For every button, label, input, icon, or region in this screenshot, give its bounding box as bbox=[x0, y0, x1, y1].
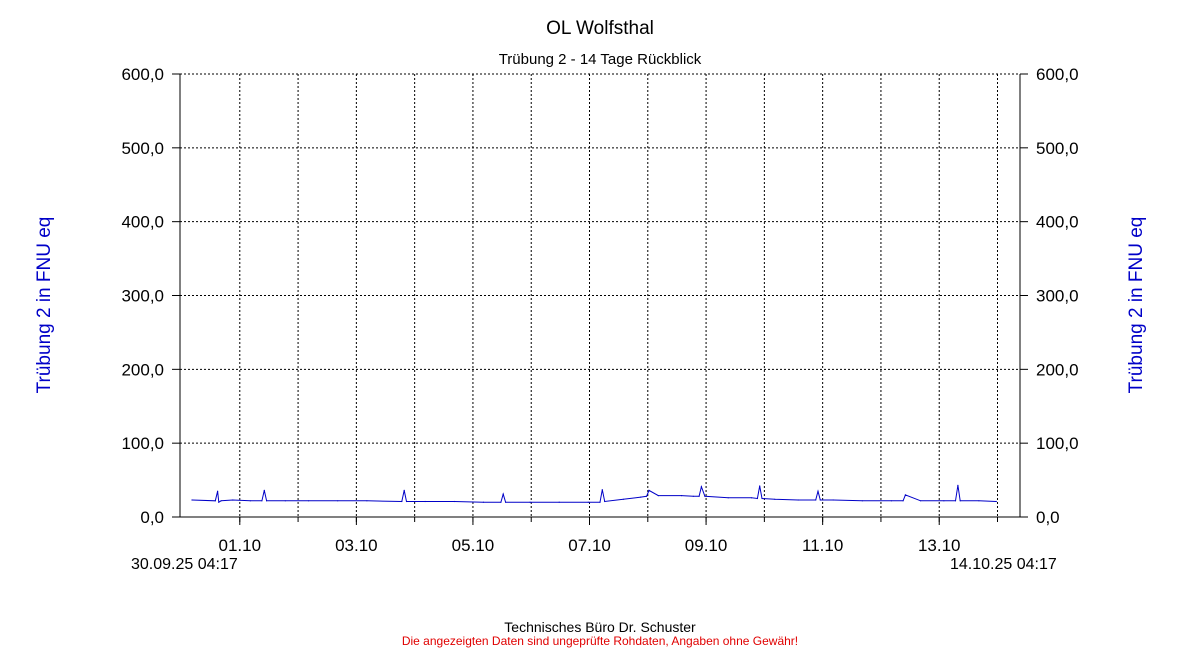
y-tick-label-right: 200,0 bbox=[1036, 360, 1079, 379]
data-point bbox=[902, 500, 904, 502]
data-point bbox=[403, 489, 405, 491]
data-point bbox=[505, 501, 507, 503]
data-point bbox=[700, 486, 703, 488]
data-point bbox=[727, 497, 729, 499]
data-point bbox=[920, 500, 922, 502]
y-tick-label-right: 0,0 bbox=[1036, 508, 1060, 527]
data-point bbox=[217, 490, 219, 492]
data-point bbox=[599, 501, 601, 503]
data-point bbox=[366, 500, 368, 502]
data-point bbox=[943, 500, 945, 502]
footer-disclaimer: Die angezeigten Daten sind ungeprüfte Ro… bbox=[401, 634, 799, 648]
tick-labels: 0,0 0,0 100,0 100,0 200,0 200,0 300,0 300,0 400,… bbox=[121, 65, 1078, 555]
data-point bbox=[308, 500, 310, 502]
chart-title: OL Wolfsthal bbox=[546, 18, 654, 39]
data-point bbox=[657, 495, 659, 497]
data-point bbox=[957, 484, 959, 486]
y-tick-label-right: 500,0 bbox=[1036, 139, 1079, 158]
y-tick-label-left: 600,0 bbox=[121, 65, 164, 84]
data-point bbox=[750, 497, 753, 499]
data-point bbox=[232, 499, 234, 501]
x-axis-end-label: 14.10.25 04:17 bbox=[950, 556, 1057, 573]
data-point bbox=[500, 501, 502, 503]
data-point bbox=[424, 500, 426, 503]
data-point bbox=[601, 489, 603, 491]
footer-credit: Technisches Büro Dr. Schuster bbox=[504, 619, 696, 635]
data-point bbox=[861, 500, 863, 502]
data-point bbox=[698, 495, 700, 497]
data-point bbox=[482, 501, 484, 503]
y-tick-label-right: 300,0 bbox=[1036, 287, 1079, 306]
data-point bbox=[959, 500, 961, 502]
data-point bbox=[761, 497, 763, 500]
y-tick-label-left: 0,0 bbox=[140, 508, 164, 527]
data-point bbox=[249, 500, 251, 502]
data-point bbox=[401, 500, 403, 503]
x-tick-label: 05.10 bbox=[452, 536, 495, 555]
data-point bbox=[890, 500, 893, 502]
y-tick-label-left: 500,0 bbox=[121, 139, 164, 158]
y-tick-label-left: 100,0 bbox=[121, 434, 164, 453]
data-point bbox=[284, 500, 286, 502]
data-point bbox=[681, 495, 683, 497]
data-point bbox=[622, 498, 624, 500]
data-point bbox=[704, 495, 706, 497]
gridlines bbox=[180, 73, 1020, 517]
data-point bbox=[261, 500, 263, 502]
data-point bbox=[832, 499, 834, 501]
data-point bbox=[954, 500, 957, 502]
data-point bbox=[995, 500, 997, 503]
y-tick-label-right: 100,0 bbox=[1036, 434, 1079, 453]
data-point bbox=[904, 494, 907, 496]
data-point bbox=[220, 500, 222, 502]
data-point bbox=[502, 493, 504, 495]
x-axis-start-label: 30.09.25 04:17 bbox=[131, 556, 238, 573]
data-point bbox=[759, 485, 761, 487]
data-point bbox=[587, 501, 589, 503]
series-layer bbox=[191, 484, 997, 504]
y-tick-label-left: 300,0 bbox=[121, 287, 164, 306]
data-point bbox=[817, 490, 819, 492]
data-point bbox=[797, 499, 799, 501]
data-point bbox=[648, 489, 650, 491]
x-tick-label: 01.10 bbox=[219, 536, 262, 555]
data-point bbox=[978, 500, 980, 502]
data-point bbox=[266, 500, 268, 502]
data-point bbox=[214, 500, 216, 502]
x-tick-label: 09.10 bbox=[685, 536, 728, 555]
data-point bbox=[640, 496, 642, 498]
data-point bbox=[263, 489, 265, 491]
data-point bbox=[756, 497, 759, 500]
y-tick-label-left: 200,0 bbox=[121, 360, 164, 379]
data-point bbox=[405, 500, 408, 503]
data-point bbox=[692, 495, 694, 497]
data-point bbox=[218, 501, 220, 503]
data-point bbox=[529, 501, 531, 503]
data-point bbox=[819, 499, 821, 501]
y-tick-label-left: 400,0 bbox=[121, 213, 164, 232]
data-point bbox=[337, 500, 339, 502]
data-point bbox=[815, 499, 817, 501]
data-point bbox=[191, 499, 193, 501]
y-tick-label-right: 400,0 bbox=[1036, 213, 1079, 232]
x-tick-label: 11.10 bbox=[802, 536, 843, 555]
x-tick-label: 03.10 bbox=[335, 536, 378, 555]
series-line bbox=[191, 484, 997, 504]
x-tick-label: 07.10 bbox=[568, 536, 611, 555]
data-point bbox=[646, 495, 648, 497]
data-point bbox=[604, 500, 606, 503]
data-point bbox=[774, 498, 776, 500]
y-tick-label-right: 600,0 bbox=[1036, 65, 1079, 84]
data-point bbox=[558, 501, 560, 503]
chart-subtitle: Trübung 2 - 14 Tage Rückblick bbox=[498, 51, 702, 68]
x-tick-label: 13.10 bbox=[918, 536, 961, 555]
axes bbox=[172, 73, 1028, 525]
data-point bbox=[453, 500, 455, 503]
